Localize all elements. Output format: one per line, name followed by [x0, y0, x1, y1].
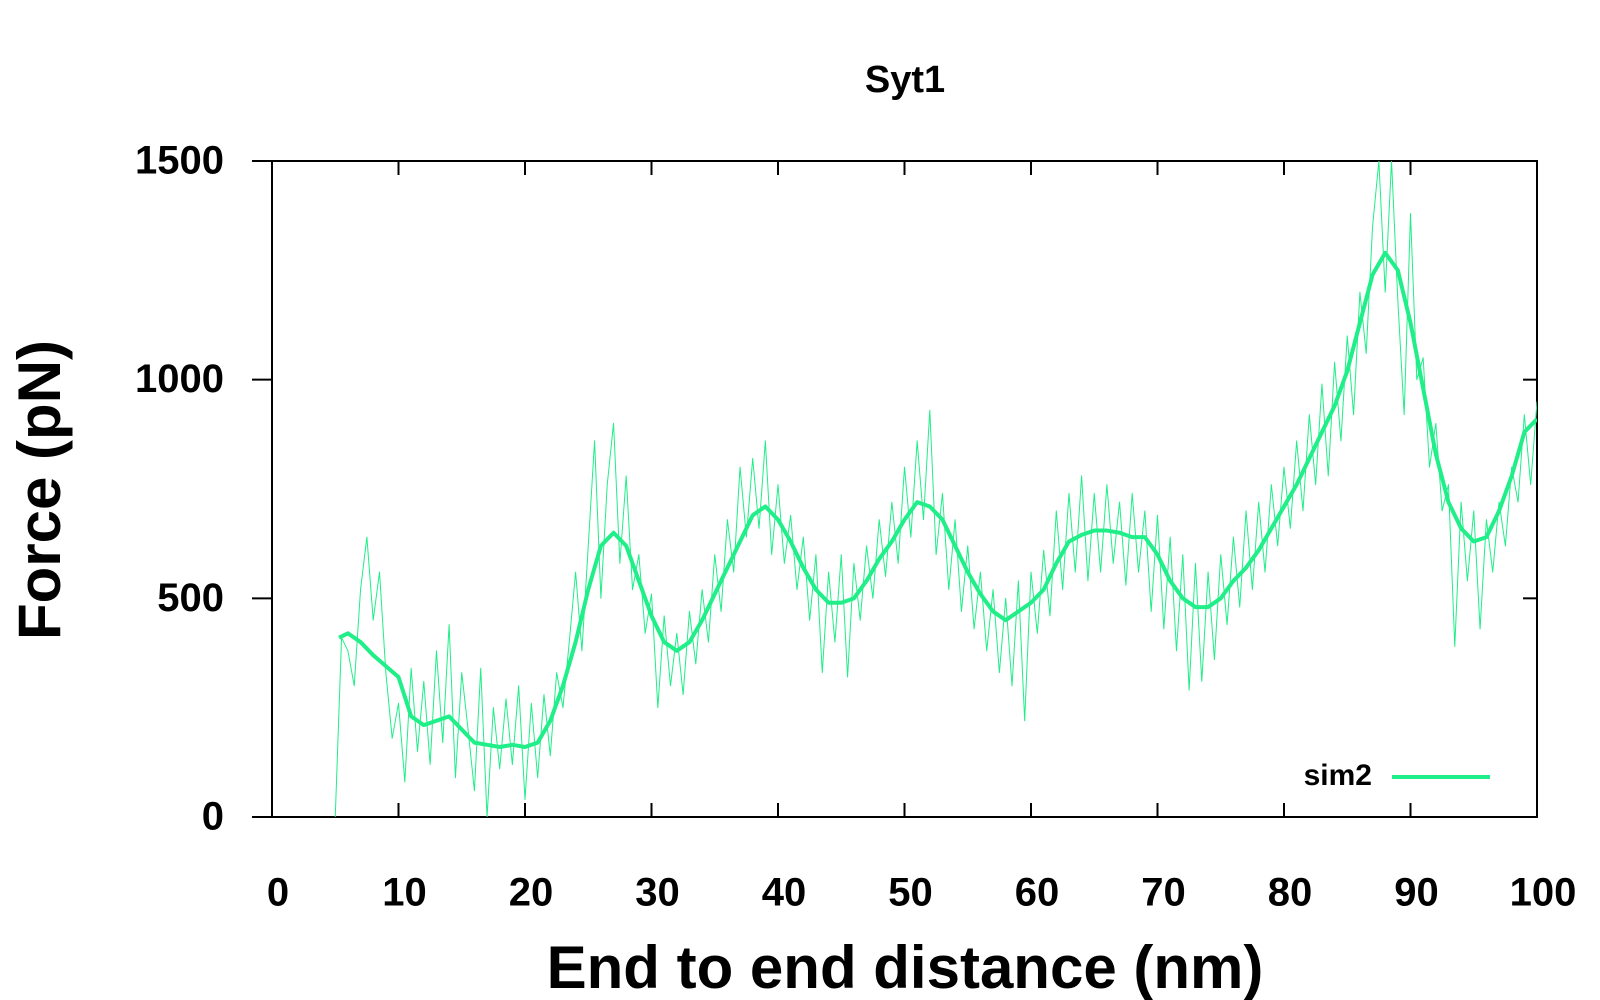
x-tick-label: 50: [888, 871, 933, 915]
x-tick-label: 30: [635, 871, 680, 915]
y-axis-label: Force (pN): [6, 340, 73, 640]
x-tick-label: 10: [382, 871, 427, 915]
y-tick-label: 500: [157, 576, 224, 620]
data-line: [338, 250, 1537, 750]
plot-frame: [271, 160, 1538, 818]
chart-title: Syt1: [865, 59, 945, 101]
x-tick-label: 90: [1394, 871, 1439, 915]
data-line: [334, 161, 1537, 817]
x-tick-label: 20: [509, 871, 554, 915]
x-axis-label: End to end distance (nm): [547, 934, 1264, 1000]
x-tick-label: 100: [1510, 871, 1577, 915]
y-tick-label: 1000: [135, 357, 224, 401]
x-tick-label: 70: [1141, 871, 1186, 915]
x-tick-label: 40: [762, 871, 807, 915]
x-tick-label: 0: [267, 871, 289, 915]
legend-label: sim2: [1304, 759, 1372, 792]
y-tick-label: 0: [202, 795, 224, 839]
x-tick-label: 80: [1268, 871, 1313, 915]
y-tick-label: 1500: [135, 139, 224, 183]
x-tick-label: 60: [1015, 871, 1060, 915]
